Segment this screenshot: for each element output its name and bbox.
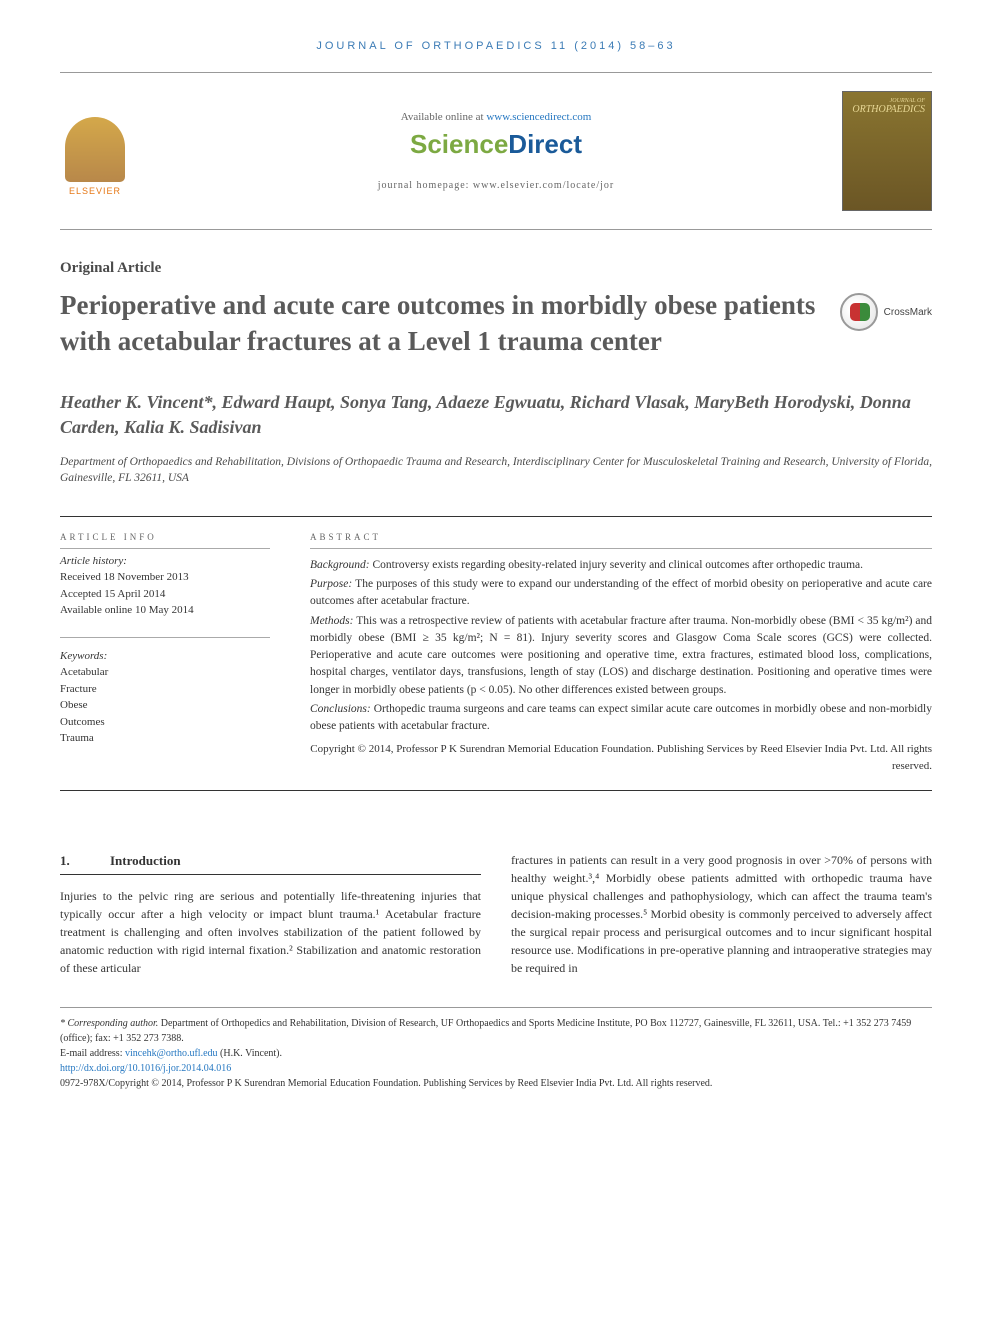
- available-online-prefix: Available online at: [401, 111, 487, 123]
- doi-link[interactable]: http://dx.doi.org/10.1016/j.jor.2014.04.…: [60, 1063, 231, 1074]
- crossmark-label: CrossMark: [884, 307, 932, 318]
- article-type: Original Article: [60, 260, 932, 277]
- body-text: 1.Introduction Injuries to the pelvic ri…: [60, 851, 932, 977]
- abstract-purpose-text: The purposes of this study were to expan…: [310, 578, 932, 607]
- elsevier-label: ELSEVIER: [69, 186, 121, 196]
- cover-title-label: ORTHOPAEDICS: [849, 104, 925, 115]
- body-paragraph: fractures in patients can result in a ve…: [511, 851, 932, 977]
- sciencedirect-logo: ScienceDirect: [150, 129, 842, 160]
- section-heading-introduction: 1.Introduction: [60, 851, 481, 875]
- keyword: Trauma: [60, 730, 270, 747]
- affiliation: Department of Orthopaedics and Rehabilit…: [60, 454, 932, 486]
- email-line: E-mail address: vincehk@ortho.ufl.edu (H…: [60, 1046, 932, 1061]
- abstract-background-label: Background:: [310, 559, 370, 571]
- authors-list: Heather K. Vincent*, Edward Haupt, Sonya…: [60, 390, 932, 440]
- keyword: Obese: [60, 697, 270, 714]
- keywords-block: Keywords: Acetabular Fracture Obese Outc…: [60, 648, 270, 747]
- journal-running-header: JOURNAL OF ORTHOPAEDICS 11 (2014) 58–63: [60, 40, 932, 52]
- abstract-purpose: Purpose: The purposes of this study were…: [310, 576, 932, 611]
- abstract-conclusions-text: Orthopedic trauma surgeons and care team…: [310, 703, 932, 732]
- abstract-methods-text: This was a retrospective review of patie…: [310, 615, 932, 696]
- footer-notes: * Corresponding author. Department of Or…: [60, 1007, 932, 1091]
- journal-cover-thumbnail: JOURNAL OF ORTHOPAEDICS: [842, 91, 932, 211]
- body-column-right: fractures in patients can result in a ve…: [511, 851, 932, 977]
- accepted-date: Accepted 15 April 2014: [60, 586, 270, 603]
- keyword: Acetabular: [60, 664, 270, 681]
- sciencedirect-direct: Direct: [508, 129, 582, 159]
- received-date: Received 18 November 2013: [60, 569, 270, 586]
- available-online-date: Available online 10 May 2014: [60, 602, 270, 619]
- info-divider: [60, 637, 270, 644]
- abstract-copyright: Copyright © 2014, Professor P K Surendra…: [310, 741, 932, 774]
- crossmark-icon: [840, 293, 878, 331]
- email-author: (H.K. Vincent).: [218, 1048, 282, 1059]
- abstract-conclusions: Conclusions: Orthopedic trauma surgeons …: [310, 701, 932, 736]
- journal-homepage-text: journal homepage: www.elsevier.com/locat…: [150, 180, 842, 191]
- corresponding-author: * Corresponding author. Department of Or…: [60, 1016, 932, 1046]
- article-history-block: Article history: Received 18 November 20…: [60, 553, 270, 619]
- abstract-purpose-label: Purpose:: [310, 578, 352, 590]
- keyword: Outcomes: [60, 714, 270, 731]
- body-column-left: 1.Introduction Injuries to the pelvic ri…: [60, 851, 481, 977]
- corresponding-text: Department of Orthopedics and Rehabilita…: [60, 1018, 911, 1044]
- sciencedirect-url-link[interactable]: www.sciencedirect.com: [486, 111, 591, 123]
- abstract-background-text: Controversy exists regarding obesity-rel…: [370, 559, 863, 571]
- masthead: ELSEVIER Available online at www.science…: [60, 72, 932, 230]
- body-paragraph: Injuries to the pelvic ring are serious …: [60, 887, 481, 977]
- abstract: ABSTRACT Background: Controversy exists …: [310, 517, 932, 790]
- sciencedirect-science: Science: [410, 129, 508, 159]
- article-history-label: Article history:: [60, 553, 270, 570]
- article-info-sidebar: ARTICLE INFO Article history: Received 1…: [60, 517, 280, 790]
- article-title: Perioperative and acute care outcomes in…: [60, 287, 820, 360]
- masthead-center: Available online at www.sciencedirect.co…: [150, 111, 842, 191]
- abstract-methods: Methods: This was a retrospective review…: [310, 613, 932, 699]
- section-number: 1.: [60, 851, 110, 871]
- corresponding-label: * Corresponding author.: [60, 1018, 158, 1029]
- article-info-heading: ARTICLE INFO: [60, 531, 270, 549]
- abstract-methods-label: Methods:: [310, 615, 353, 627]
- email-label: E-mail address:: [60, 1048, 125, 1059]
- available-online-text: Available online at www.sciencedirect.co…: [150, 111, 842, 123]
- abstract-background: Background: Controversy exists regarding…: [310, 557, 932, 574]
- abstract-conclusions-label: Conclusions:: [310, 703, 371, 715]
- keyword: Fracture: [60, 681, 270, 698]
- elsevier-tree-icon: [65, 117, 125, 182]
- section-title: Introduction: [110, 853, 181, 868]
- keywords-label: Keywords:: [60, 648, 270, 665]
- crossmark-badge[interactable]: CrossMark: [840, 293, 932, 331]
- issn-copyright: 0972-978X/Copyright © 2014, Professor P …: [60, 1076, 932, 1091]
- elsevier-logo: ELSEVIER: [60, 106, 130, 196]
- abstract-heading: ABSTRACT: [310, 531, 932, 549]
- email-link[interactable]: vincehk@ortho.ufl.edu: [125, 1048, 218, 1059]
